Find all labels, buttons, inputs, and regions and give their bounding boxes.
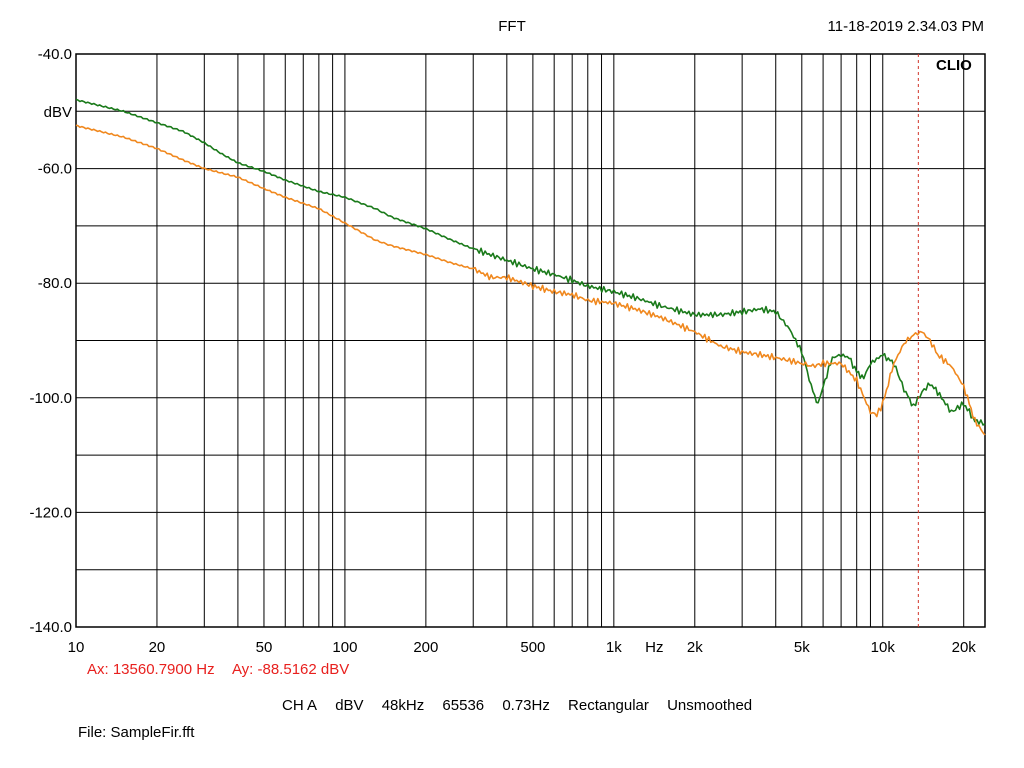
x-tick-label: 500 — [520, 639, 545, 656]
series-line-1 — [75, 98, 986, 426]
setting-smoothing: Unsmoothed — [667, 697, 753, 714]
x-axis-unit-label: Hz — [645, 639, 663, 656]
x-tick-label: 200 — [413, 639, 438, 656]
setting-unit: dBV — [335, 697, 364, 714]
x-tick-label: 20 — [149, 639, 166, 656]
cursor-ax-value: Ax: 13560.7900 Hz — [87, 661, 215, 678]
setting-sample-rate: 48kHz — [381, 697, 425, 714]
timestamp: 11-18-2019 2.34.03 PM — [827, 18, 985, 35]
y-tick-label: -100.0 — [29, 390, 72, 407]
y-tick-label: -60.0 — [38, 161, 72, 178]
file-name: File: SampleFir.fft — [78, 724, 195, 741]
x-tick-label: 2k — [687, 639, 703, 656]
x-tick-label: 1k — [606, 639, 622, 656]
x-tick-label: 100 — [332, 639, 357, 656]
cursor-ay-value: Ay: -88.5162 dBV — [231, 661, 350, 678]
series-line-2 — [75, 124, 986, 436]
y-axis-label: dBV — [44, 104, 72, 121]
setting-channel: CH A — [282, 697, 318, 714]
x-tick-label: 20k — [952, 639, 977, 656]
x-tick-label: 10k — [871, 639, 896, 656]
y-tick-label: -80.0 — [38, 275, 72, 292]
y-tick-label: -40.0 — [38, 46, 72, 63]
x-tick-label: 5k — [794, 639, 810, 656]
cursor-readout: Ax: 13560.7900 Hz Ay: -88.5162 dBV — [87, 661, 363, 678]
setting-window: Rectangular — [568, 697, 649, 714]
x-tick-label: 10 — [68, 639, 85, 656]
y-tick-label: -120.0 — [29, 504, 72, 521]
x-tick-label: 50 — [256, 639, 273, 656]
setting-fft-size: 65536 — [442, 697, 485, 714]
chart-title: FFT — [498, 18, 526, 35]
clio-logo: CLIO — [936, 57, 972, 74]
plot-frame — [75, 53, 986, 628]
setting-resolution: 0.73Hz — [502, 697, 550, 714]
measurement-settings: CH A dBV 48kHz 65536 0.73Hz Rectangular … — [282, 697, 766, 714]
y-tick-label: -140.0 — [29, 619, 72, 636]
